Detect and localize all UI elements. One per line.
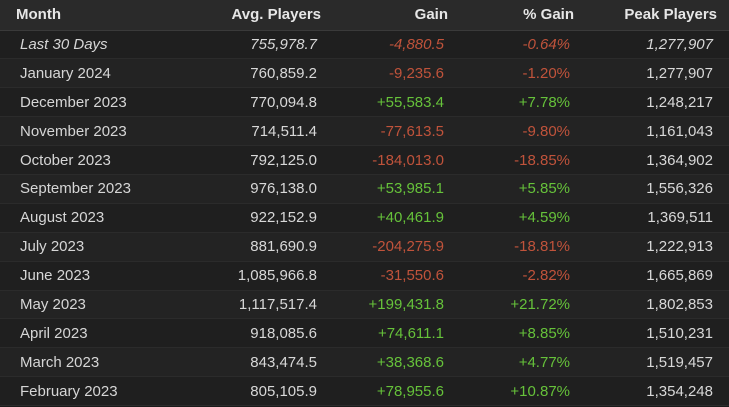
avg-players-cell: 843,474.5 [250,353,317,371]
month-cell: March 2023 [20,353,100,371]
percent-gain-cell: -2.82% [522,267,570,285]
percent-gain-cell: +10.87% [510,382,570,400]
table-row: March 2023 843,474.5 +38,368.6 +4.77% 1,519,… [0,347,729,377]
percent-gain-cell: +21.72% [510,295,570,313]
avg-players-cell: 760,859.2 [250,64,317,82]
percent-gain-cell: +7.78% [518,93,570,111]
avg-players-cell: 770,094.8 [250,93,317,111]
gain-cell: +53,985.1 [376,180,444,198]
peak-players-cell: 1,222,913 [646,238,713,256]
percent-gain-cell: -18.85% [514,151,570,169]
table-header: Month Avg. Players Gain % Gain Peak Play… [0,0,729,31]
gain-cell: -4,880.5 [388,35,444,53]
table-row: January 2024 760,859.2 -9,235.6 -1.20% 1,277… [0,58,729,88]
gain-cell: +40,461.9 [376,209,444,227]
avg-players-cell: 1,117,517.4 [238,295,317,313]
peak-players-cell: 1,364,902 [646,151,713,169]
peak-players-cell: 1,354,248 [646,382,713,400]
column-header-percent-gain[interactable]: % Gain [460,0,586,31]
table-row: June 2023 1,085,966.8 -31,550.6 -2.82% 1,665… [0,261,729,291]
peak-players-cell: 1,277,907 [646,35,713,53]
peak-players-cell: 1,248,217 [646,93,713,111]
avg-players-cell: 918,085.6 [250,324,317,342]
percent-gain-cell: -9.80% [522,122,570,140]
gain-cell: -204,275.9 [372,238,444,256]
table-row: July 2023 881,690.9 -204,275.9 -18.81% 1,222… [0,232,729,262]
column-header-peak-players[interactable]: Peak Players [586,0,729,31]
percent-gain-cell: +8.85% [518,324,570,342]
avg-players-cell: 792,125.0 [250,151,317,169]
header-row: Month Avg. Players Gain % Gain Peak Play… [0,0,729,31]
month-cell: January 2024 [20,64,111,82]
table-row: December 2023 770,094.8 +55,583.4 +7.78% 1,2… [0,87,729,117]
peak-players-cell: 1,665,869 [646,267,713,285]
gain-cell: +199,431.8 [368,295,445,313]
table-row: August 2023 922,152.9 +40,461.9 +4.59% 1,369… [0,203,729,233]
gain-cell: -77,613.5 [380,122,444,140]
gain-cell: +78,955.6 [376,382,444,400]
gain-cell: +38,368.6 [376,353,444,371]
percent-gain-cell: -0.64% [522,35,570,53]
table-row: April 2023 918,085.6 +74,611.1 +8.85% 1,510,… [0,318,729,348]
column-header-gain[interactable]: Gain [333,0,460,31]
table-row: September 2023 976,138.0 +53,985.1 +5.85% 1,… [0,174,729,204]
peak-players-cell: 1,556,326 [646,180,713,198]
month-cell: June 2023 [20,267,91,285]
table-row: Last 30 Days 755,978.7 -4,880.5 -0.64% 1,277… [0,30,729,59]
gain-cell: +74,611.1 [377,324,444,342]
peak-players-cell: 1,519,457 [646,353,713,371]
month-cell: November 2023 [20,122,127,140]
peak-players-cell: 1,161,043 [646,122,713,140]
column-header-month[interactable]: Month [0,0,188,31]
month-cell: February 2023 [20,382,118,400]
percent-gain-cell: +4.59% [518,209,570,227]
gain-cell: -184,013.0 [372,151,444,169]
gain-cell: -9,235.6 [388,64,444,82]
table-row: November 2023 714,511.4 -77,613.5 -9.80% 1,1… [0,116,729,146]
column-header-avg-players[interactable]: Avg. Players [188,0,333,31]
month-cell: August 2023 [20,209,105,227]
month-cell: Last 30 Days [20,35,108,53]
percent-gain-cell: -1.20% [522,64,570,82]
avg-players-cell: 1,085,966.8 [237,267,317,285]
avg-players-cell: 714,511.4 [251,122,317,140]
peak-players-cell: 1,277,907 [646,64,713,82]
avg-players-cell: 755,978.7 [250,35,317,53]
peak-players-cell: 1,510,231 [646,324,713,342]
avg-players-cell: 881,690.9 [250,238,317,256]
gain-cell: -31,550.6 [380,267,444,285]
percent-gain-cell: +5.85% [518,180,570,198]
peak-players-cell: 1,369,511 [647,209,713,227]
peak-players-cell: 1,802,853 [646,295,713,313]
percent-gain-cell: -18.81% [514,238,570,256]
table-row: February 2023 805,105.9 +78,955.6 +10.87% 1,… [0,376,729,406]
month-cell: December 2023 [20,93,127,111]
table-row: October 2023 792,125.0 -184,013.0 -18.85% 1,… [0,145,729,175]
gain-cell: +55,583.4 [376,93,444,111]
month-cell: April 2023 [20,324,88,342]
month-cell: July 2023 [20,238,85,256]
avg-players-cell: 922,152.9 [250,209,317,227]
avg-players-cell: 805,105.9 [250,382,317,400]
month-cell: October 2023 [20,151,111,169]
percent-gain-cell: +4.77% [518,353,570,371]
table-row: May 2023 1,117,517.4 +199,431.8 +21.72% 1,80… [0,290,729,319]
table-body: Last 30 Days 755,978.7 -4,880.5 -0.64% 1,277… [0,30,729,406]
avg-players-cell: 976,138.0 [250,180,317,198]
month-cell: September 2023 [20,180,131,198]
month-cell: May 2023 [20,295,86,313]
